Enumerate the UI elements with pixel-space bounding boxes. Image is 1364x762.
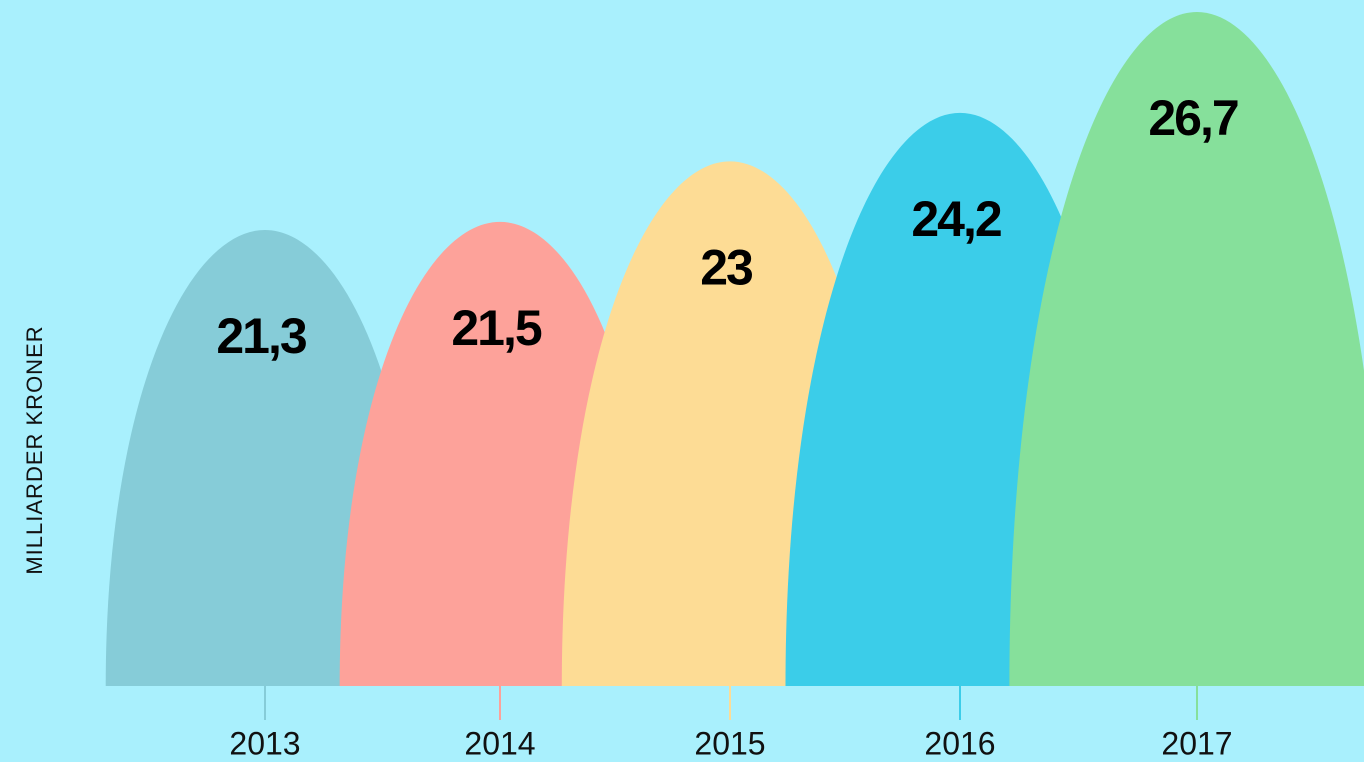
x-tick-label: 2014 bbox=[464, 725, 535, 761]
value-label: 21,5 bbox=[451, 300, 542, 356]
plot bbox=[105, 12, 1364, 687]
value-label: 23 bbox=[700, 240, 752, 296]
y-axis-label: MILLIARDER KRONER bbox=[22, 325, 47, 574]
x-tick-label: 2017 bbox=[1161, 725, 1232, 761]
x-tick-label: 2013 bbox=[229, 725, 300, 761]
x-tick-label: 2016 bbox=[924, 725, 995, 761]
arch bbox=[1009, 12, 1364, 686]
value-label: 24,2 bbox=[911, 191, 1001, 247]
value-label: 26,7 bbox=[1148, 90, 1238, 146]
value-label: 21,3 bbox=[216, 308, 306, 364]
x-tick-label: 2015 bbox=[694, 725, 765, 761]
